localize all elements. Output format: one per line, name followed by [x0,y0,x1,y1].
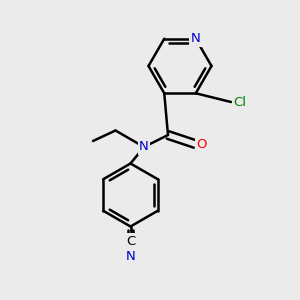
Text: Cl: Cl [233,95,247,109]
Text: N: N [126,250,135,263]
Text: O: O [196,137,207,151]
Text: N: N [191,32,201,45]
Text: N: N [139,140,149,154]
Text: C: C [126,235,135,248]
